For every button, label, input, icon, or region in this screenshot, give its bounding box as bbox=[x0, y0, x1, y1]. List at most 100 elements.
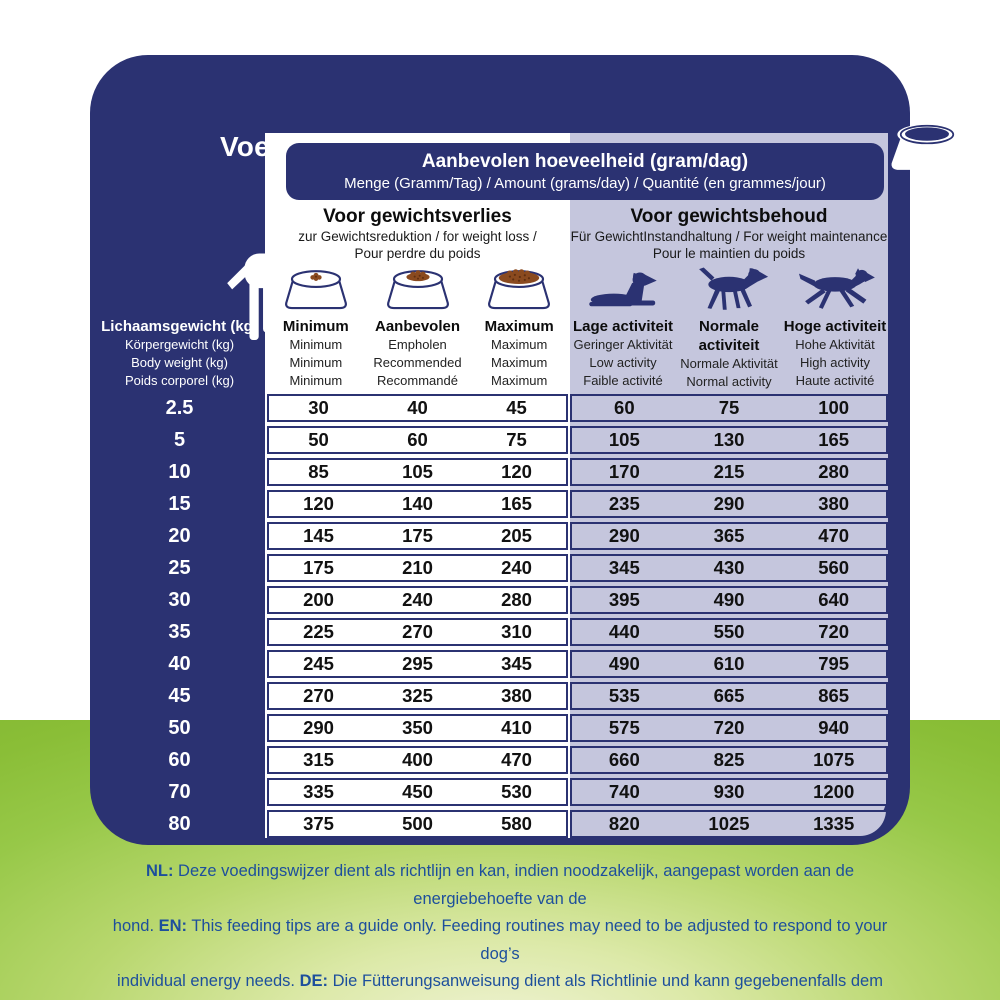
row-weight: 30 bbox=[168, 588, 191, 611]
col-label: Normale Aktivität bbox=[680, 356, 778, 371]
loss-cell: 470 bbox=[501, 749, 532, 770]
row-weight: 20 bbox=[168, 524, 191, 547]
col-label: Maximum bbox=[491, 337, 548, 352]
loss-cell: 165 bbox=[501, 493, 532, 514]
loss-box: 290 350 410 bbox=[267, 714, 568, 742]
maintain-cell: 380 bbox=[818, 493, 850, 514]
loss-cell: 270 bbox=[303, 685, 334, 706]
col-label: Haute activité bbox=[795, 373, 875, 388]
loss-column-headers: Minimum Minimum Minimum Minimum Aanbevol… bbox=[265, 317, 570, 390]
weight-loss-sub1: zur Gewichtsreduktion / for weight loss … bbox=[298, 229, 537, 244]
row-weight: 45 bbox=[168, 684, 191, 707]
table-row: 40 245 295 345 490 610 795 bbox=[92, 650, 888, 678]
maintain-cell: 345 bbox=[608, 557, 640, 578]
maintain-box: 395 490 640 bbox=[570, 586, 888, 614]
maintain-cell: 490 bbox=[713, 589, 745, 610]
recommended-amount-subtitle: Menge (Gramm/Tag) / Amount (grams/day) /… bbox=[344, 175, 826, 192]
maintain-cell: 930 bbox=[713, 781, 745, 802]
maintain-cell: 640 bbox=[818, 589, 850, 610]
loss-cell: 350 bbox=[402, 717, 433, 738]
loss-box: 200 240 280 bbox=[267, 586, 568, 614]
body-weight-label: Lichaamsgewicht (kg) bbox=[101, 318, 258, 335]
loss-box: 335 450 530 bbox=[267, 778, 568, 806]
maintain-cell: 535 bbox=[608, 685, 640, 706]
maintain-cell: 825 bbox=[713, 749, 745, 770]
col-label: Minimum bbox=[289, 337, 343, 352]
body-weight-label: Body weight (kg) bbox=[131, 355, 228, 370]
col-label: Faible activité bbox=[583, 373, 663, 388]
body-weight-header: Lichaamsgewicht (kg) Körpergewicht (kg) … bbox=[92, 317, 267, 390]
maintain-cell: 1025 bbox=[708, 813, 750, 834]
maintain-box: 535 665 865 bbox=[570, 682, 888, 710]
loss-cell: 120 bbox=[501, 461, 532, 482]
weight-loss-title: Voor gewichtsverlies bbox=[323, 206, 512, 227]
col-label: Maximum bbox=[484, 318, 554, 335]
maintain-cell: 470 bbox=[818, 525, 850, 546]
table-row: 20 145 175 205 290 365 470 bbox=[92, 522, 888, 550]
loss-cell: 335 bbox=[303, 781, 334, 802]
table-rows: 2.5 30 40 45 60 75 100 5 50 60 75 105 bbox=[92, 394, 888, 838]
col-label: Recommandé bbox=[377, 373, 458, 388]
loss-cell: 140 bbox=[402, 493, 433, 514]
maintain-box: 235 290 380 bbox=[570, 490, 888, 518]
loss-cell: 145 bbox=[303, 525, 334, 546]
maintain-cell: 165 bbox=[818, 429, 850, 450]
maintain-cell: 235 bbox=[608, 493, 640, 514]
maintain-box: 490 610 795 bbox=[570, 650, 888, 678]
loss-cell: 375 bbox=[303, 813, 334, 834]
maintain-cell: 720 bbox=[818, 621, 850, 642]
bowl-maximum-icon bbox=[488, 269, 551, 310]
maintain-cell: 60 bbox=[614, 397, 635, 418]
row-weight: 2.5 bbox=[165, 396, 194, 419]
weight-maintenance-sub2: Pour le maintien du poids bbox=[652, 246, 806, 261]
row-weight: 70 bbox=[168, 780, 191, 803]
loss-cell: 120 bbox=[303, 493, 334, 514]
recommended-amount-title: Aanbevolen hoeveelheid (gram/dag) bbox=[421, 151, 749, 172]
loss-cell: 345 bbox=[501, 653, 532, 674]
maintain-cell: 820 bbox=[608, 813, 640, 834]
loss-cell: 500 bbox=[402, 813, 433, 834]
loss-cell: 225 bbox=[303, 621, 334, 642]
table-row: 35 225 270 310 440 550 720 bbox=[92, 618, 888, 646]
maintain-cell: 490 bbox=[608, 653, 640, 674]
loss-cell: 240 bbox=[501, 557, 532, 578]
loss-box: 245 295 345 bbox=[267, 650, 568, 678]
maintain-cell: 365 bbox=[713, 525, 745, 546]
loss-cell: 60 bbox=[407, 429, 428, 450]
table-row: 80 375 500 580 820 1025 1335 bbox=[92, 810, 888, 838]
maintain-cell: 610 bbox=[713, 653, 745, 674]
row-weight: 15 bbox=[168, 492, 191, 515]
recommended-amount-header: Aanbevolen hoeveelheid (gram/dag) Menge … bbox=[286, 143, 884, 200]
maintain-cell: 575 bbox=[608, 717, 640, 738]
maintain-box: 575 720 940 bbox=[570, 714, 888, 742]
maintain-cell: 865 bbox=[818, 685, 850, 706]
maintenance-column-headers: Lage activiteit Geringer Aktivität Low a… bbox=[570, 317, 888, 409]
loss-box: 50 60 75 bbox=[267, 426, 568, 454]
maintain-box: 440 550 720 bbox=[570, 618, 888, 646]
loss-cell: 175 bbox=[402, 525, 433, 546]
table-row: 45 270 325 380 535 665 865 bbox=[92, 682, 888, 710]
column-header-high-activity: Hoge activiteit Hohe Aktivität High acti… bbox=[782, 317, 888, 409]
loss-cell: 290 bbox=[303, 717, 334, 738]
column-header-maximum: Maximum Maximum Maximum Maximum bbox=[468, 317, 570, 390]
col-label: Hoge activiteit bbox=[783, 318, 887, 335]
maintain-cell: 795 bbox=[818, 653, 850, 674]
table-row: 10 85 105 120 170 215 280 bbox=[92, 458, 888, 486]
note-line: hond. EN: This feeding tips are a guide … bbox=[112, 917, 888, 963]
maintain-cell: 1075 bbox=[813, 749, 855, 770]
row-weight: 5 bbox=[173, 428, 186, 451]
table-row: 15 120 140 165 235 290 380 bbox=[92, 490, 888, 518]
loss-cell: 400 bbox=[402, 749, 433, 770]
loss-cell: 450 bbox=[402, 781, 433, 802]
maintain-box: 345 430 560 bbox=[570, 554, 888, 582]
col-label: Minimum bbox=[282, 318, 349, 335]
col-label: Normal activity bbox=[686, 374, 772, 389]
maintain-box: 290 365 470 bbox=[570, 522, 888, 550]
bowl-icons-row bbox=[265, 263, 570, 315]
col-label: Maximum bbox=[491, 355, 548, 370]
row-weight: 50 bbox=[168, 716, 191, 739]
maintain-cell: 100 bbox=[818, 397, 850, 418]
weight-maintenance-header: Voor gewichtsbehoud Für GewichtInstandha… bbox=[570, 206, 888, 262]
body-weight-label: Körpergewicht (kg) bbox=[124, 337, 235, 352]
